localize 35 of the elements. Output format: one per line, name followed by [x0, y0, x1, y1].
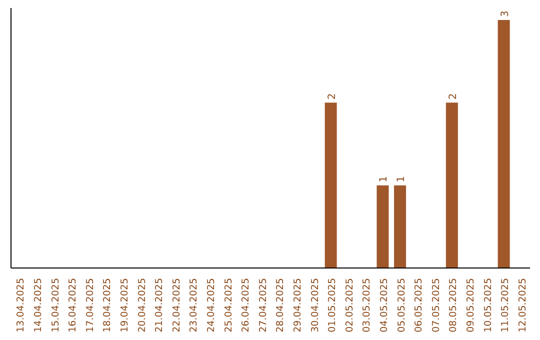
x-tick-label: 05.05.2025 [396, 278, 408, 332]
x-tick-label: 27.04.2025 [258, 278, 269, 332]
x-tick-label: 23.04.2025 [188, 278, 200, 332]
x-tick-label: 28.04.2025 [275, 278, 286, 332]
x-tick-label: 09.05.2025 [465, 278, 476, 332]
data-label: 2 [326, 93, 338, 100]
x-tick-label: 13.04.2025 [16, 278, 27, 332]
data-label: 3 [500, 10, 511, 17]
x-tick-label: 24.04.2025 [206, 278, 217, 332]
x-tick-label: 15.04.2025 [50, 278, 62, 332]
x-tick-label: 29.04.2025 [292, 278, 304, 332]
x-tick-label: 06.05.2025 [414, 278, 425, 332]
x-tick-label: 16.04.2025 [68, 278, 79, 332]
data-label: 1 [378, 176, 390, 182]
x-tick-label: 02.05.2025 [344, 278, 356, 332]
x-tick-label: 08.05.2025 [448, 278, 460, 332]
x-tick-label: 07.05.2025 [430, 278, 442, 332]
x-tick-label: 17.04.2025 [84, 278, 96, 332]
x-tick-label: 26.04.2025 [240, 278, 252, 332]
x-tick-label: 20.04.2025 [136, 278, 148, 332]
x-tick-label: 10.05.2025 [482, 278, 494, 332]
x-tick-label: 18.04.2025 [102, 278, 114, 332]
x-tick-label: 14.04.2025 [32, 278, 44, 332]
x-tick-label: 21.04.2025 [154, 278, 166, 332]
data-label: 1 [396, 176, 408, 182]
x-tick-label: 04.05.2025 [378, 278, 390, 332]
x-tick-label: 19.04.2025 [119, 278, 130, 332]
x-tick-label: 25.04.2025 [223, 278, 234, 332]
x-tick-label: 22.04.2025 [171, 278, 182, 332]
x-tick-label: 30.04.2025 [310, 278, 321, 332]
data-label: 2 [448, 93, 459, 100]
x-tick-label: 11.05.2025 [500, 278, 512, 332]
x-tick-label: 01.05.2025 [327, 278, 338, 332]
x-tick-label: 12.05.2025 [517, 278, 528, 332]
x-tick-label: 03.05.2025 [362, 278, 373, 332]
